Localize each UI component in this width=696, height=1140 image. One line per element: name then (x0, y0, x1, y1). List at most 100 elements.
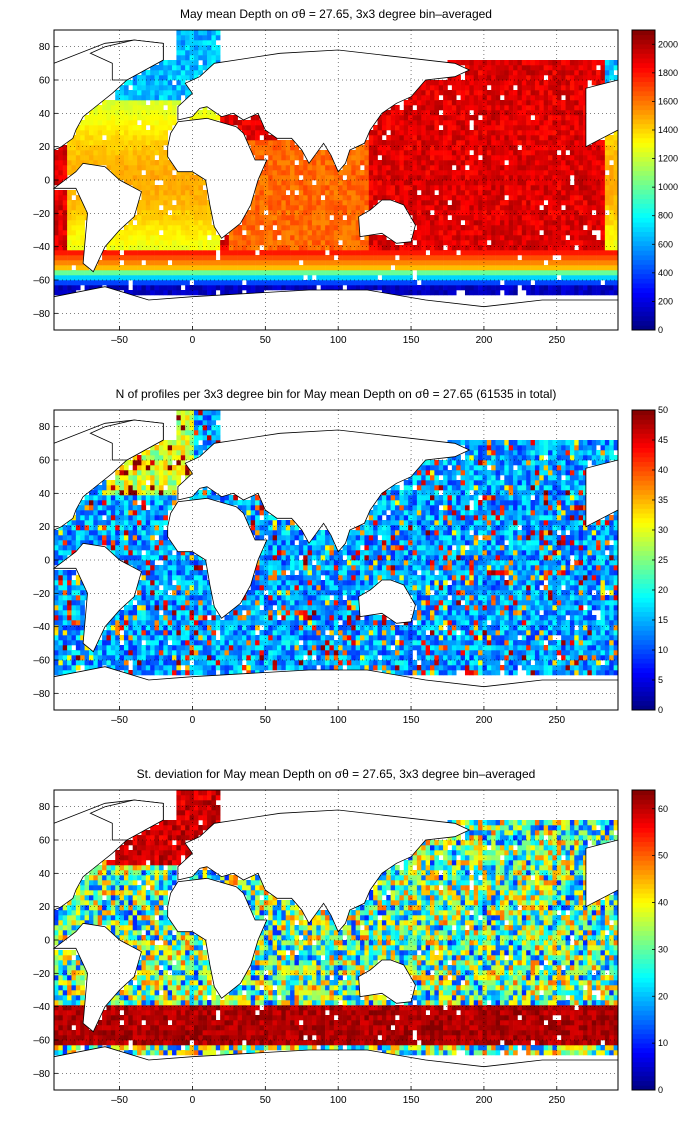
heatmap-cell (526, 130, 531, 136)
heatmap-cell (145, 665, 151, 671)
heatmap-cell (185, 30, 190, 36)
heatmap-cell (443, 150, 448, 156)
heatmap-cell (220, 240, 225, 246)
heatmap-cell (464, 175, 470, 181)
heatmap-cell (67, 265, 72, 271)
heatmap-cell (102, 280, 107, 286)
heatmap-cell (539, 660, 544, 666)
heatmap-cell (75, 245, 81, 251)
heatmap-cell (185, 270, 190, 276)
heatmap-cell (491, 135, 496, 141)
heatmap-cell (84, 285, 90, 291)
heatmap-cell (534, 150, 540, 156)
heatmap-cell (281, 160, 287, 166)
heatmap-cell (565, 660, 571, 666)
heatmap-cell (478, 280, 483, 286)
heatmap-cell (460, 185, 466, 191)
heatmap-cell (486, 245, 492, 251)
heatmap-cell (443, 200, 448, 206)
heatmap-cell (154, 655, 160, 661)
heatmap-cell (325, 215, 330, 221)
heatmap-cell (556, 240, 562, 246)
heatmap-cell (408, 105, 413, 111)
heatmap-cell (574, 205, 579, 211)
heatmap-cell (447, 220, 453, 226)
heatmap-cell (517, 275, 523, 281)
heatmap-cell (464, 240, 470, 246)
heatmap-cell (290, 155, 295, 161)
heatmap-cell (469, 290, 475, 296)
heatmap-cell (561, 275, 566, 281)
heatmap-cell (119, 120, 125, 126)
heatmap-cell (521, 255, 527, 261)
heatmap-cell (591, 280, 597, 286)
heatmap-cell (613, 220, 619, 226)
heatmap-cell (456, 660, 461, 666)
heatmap-cell (276, 210, 282, 216)
heatmap-cell (172, 100, 177, 106)
heatmap-cell (534, 255, 540, 261)
heatmap-cell (521, 210, 527, 216)
heatmap-cell (75, 270, 81, 276)
heatmap-cell (97, 105, 103, 111)
heatmap-cell (180, 275, 186, 281)
heatmap-cell (259, 190, 265, 196)
heatmap-cell (539, 160, 544, 166)
heatmap-cell (263, 230, 269, 236)
heatmap-cell (150, 180, 155, 186)
heatmap-cell (93, 105, 99, 111)
heatmap-cell (75, 225, 81, 231)
heatmap-cell (596, 150, 601, 156)
heatmap-cell (215, 270, 221, 276)
heatmap-cell (145, 285, 151, 291)
heatmap-cell (342, 280, 348, 286)
heatmap-cell (119, 135, 125, 141)
heatmap-cell (469, 75, 475, 81)
heatmap-cell (578, 150, 584, 156)
heatmap-cell (163, 245, 168, 251)
heatmap-cell (521, 655, 527, 661)
heatmap-cell (482, 85, 488, 91)
heatmap-cell (473, 85, 479, 91)
heatmap-cell (154, 265, 160, 271)
heatmap-cell (539, 90, 544, 96)
heatmap-cell (193, 245, 199, 251)
colorbar-tick-label: 0 (658, 325, 663, 335)
heatmap-cell (556, 120, 562, 126)
heatmap-cell (438, 230, 444, 236)
heatmap-cell (259, 270, 265, 276)
heatmap-cell (128, 110, 133, 116)
heatmap-cell (62, 210, 68, 216)
heatmap-cell (530, 125, 536, 131)
heatmap-cell (482, 175, 488, 181)
heatmap-cell (141, 665, 147, 671)
heatmap-cell (539, 275, 544, 281)
heatmap-cell (325, 255, 330, 261)
heatmap-cell (556, 215, 562, 221)
heatmap-cell (141, 80, 147, 86)
heatmap-cell (102, 105, 107, 111)
heatmap-cell (386, 120, 391, 126)
heatmap-cell (421, 205, 426, 211)
heatmap-cell (272, 260, 278, 266)
heatmap-cell (469, 190, 475, 196)
heatmap-cell (561, 265, 566, 271)
heatmap-cell (591, 80, 597, 86)
heatmap-cell (316, 280, 321, 286)
heatmap-cell (329, 660, 335, 666)
heatmap-cell (548, 150, 553, 156)
heatmap-cell (141, 230, 147, 236)
heatmap-cell (451, 275, 457, 281)
heatmap-cell (534, 65, 540, 71)
heatmap-cell (346, 285, 352, 291)
heatmap-cell (508, 125, 514, 131)
heatmap-cell (237, 240, 243, 246)
heatmap-cell (263, 225, 269, 231)
heatmap-cell (189, 245, 195, 251)
heatmap-cell (189, 235, 195, 241)
heatmap-cell (224, 290, 230, 296)
heatmap-cell (600, 180, 606, 186)
heatmap-cell (211, 280, 217, 286)
heatmap-cell (604, 215, 610, 221)
heatmap-cell (132, 235, 138, 241)
